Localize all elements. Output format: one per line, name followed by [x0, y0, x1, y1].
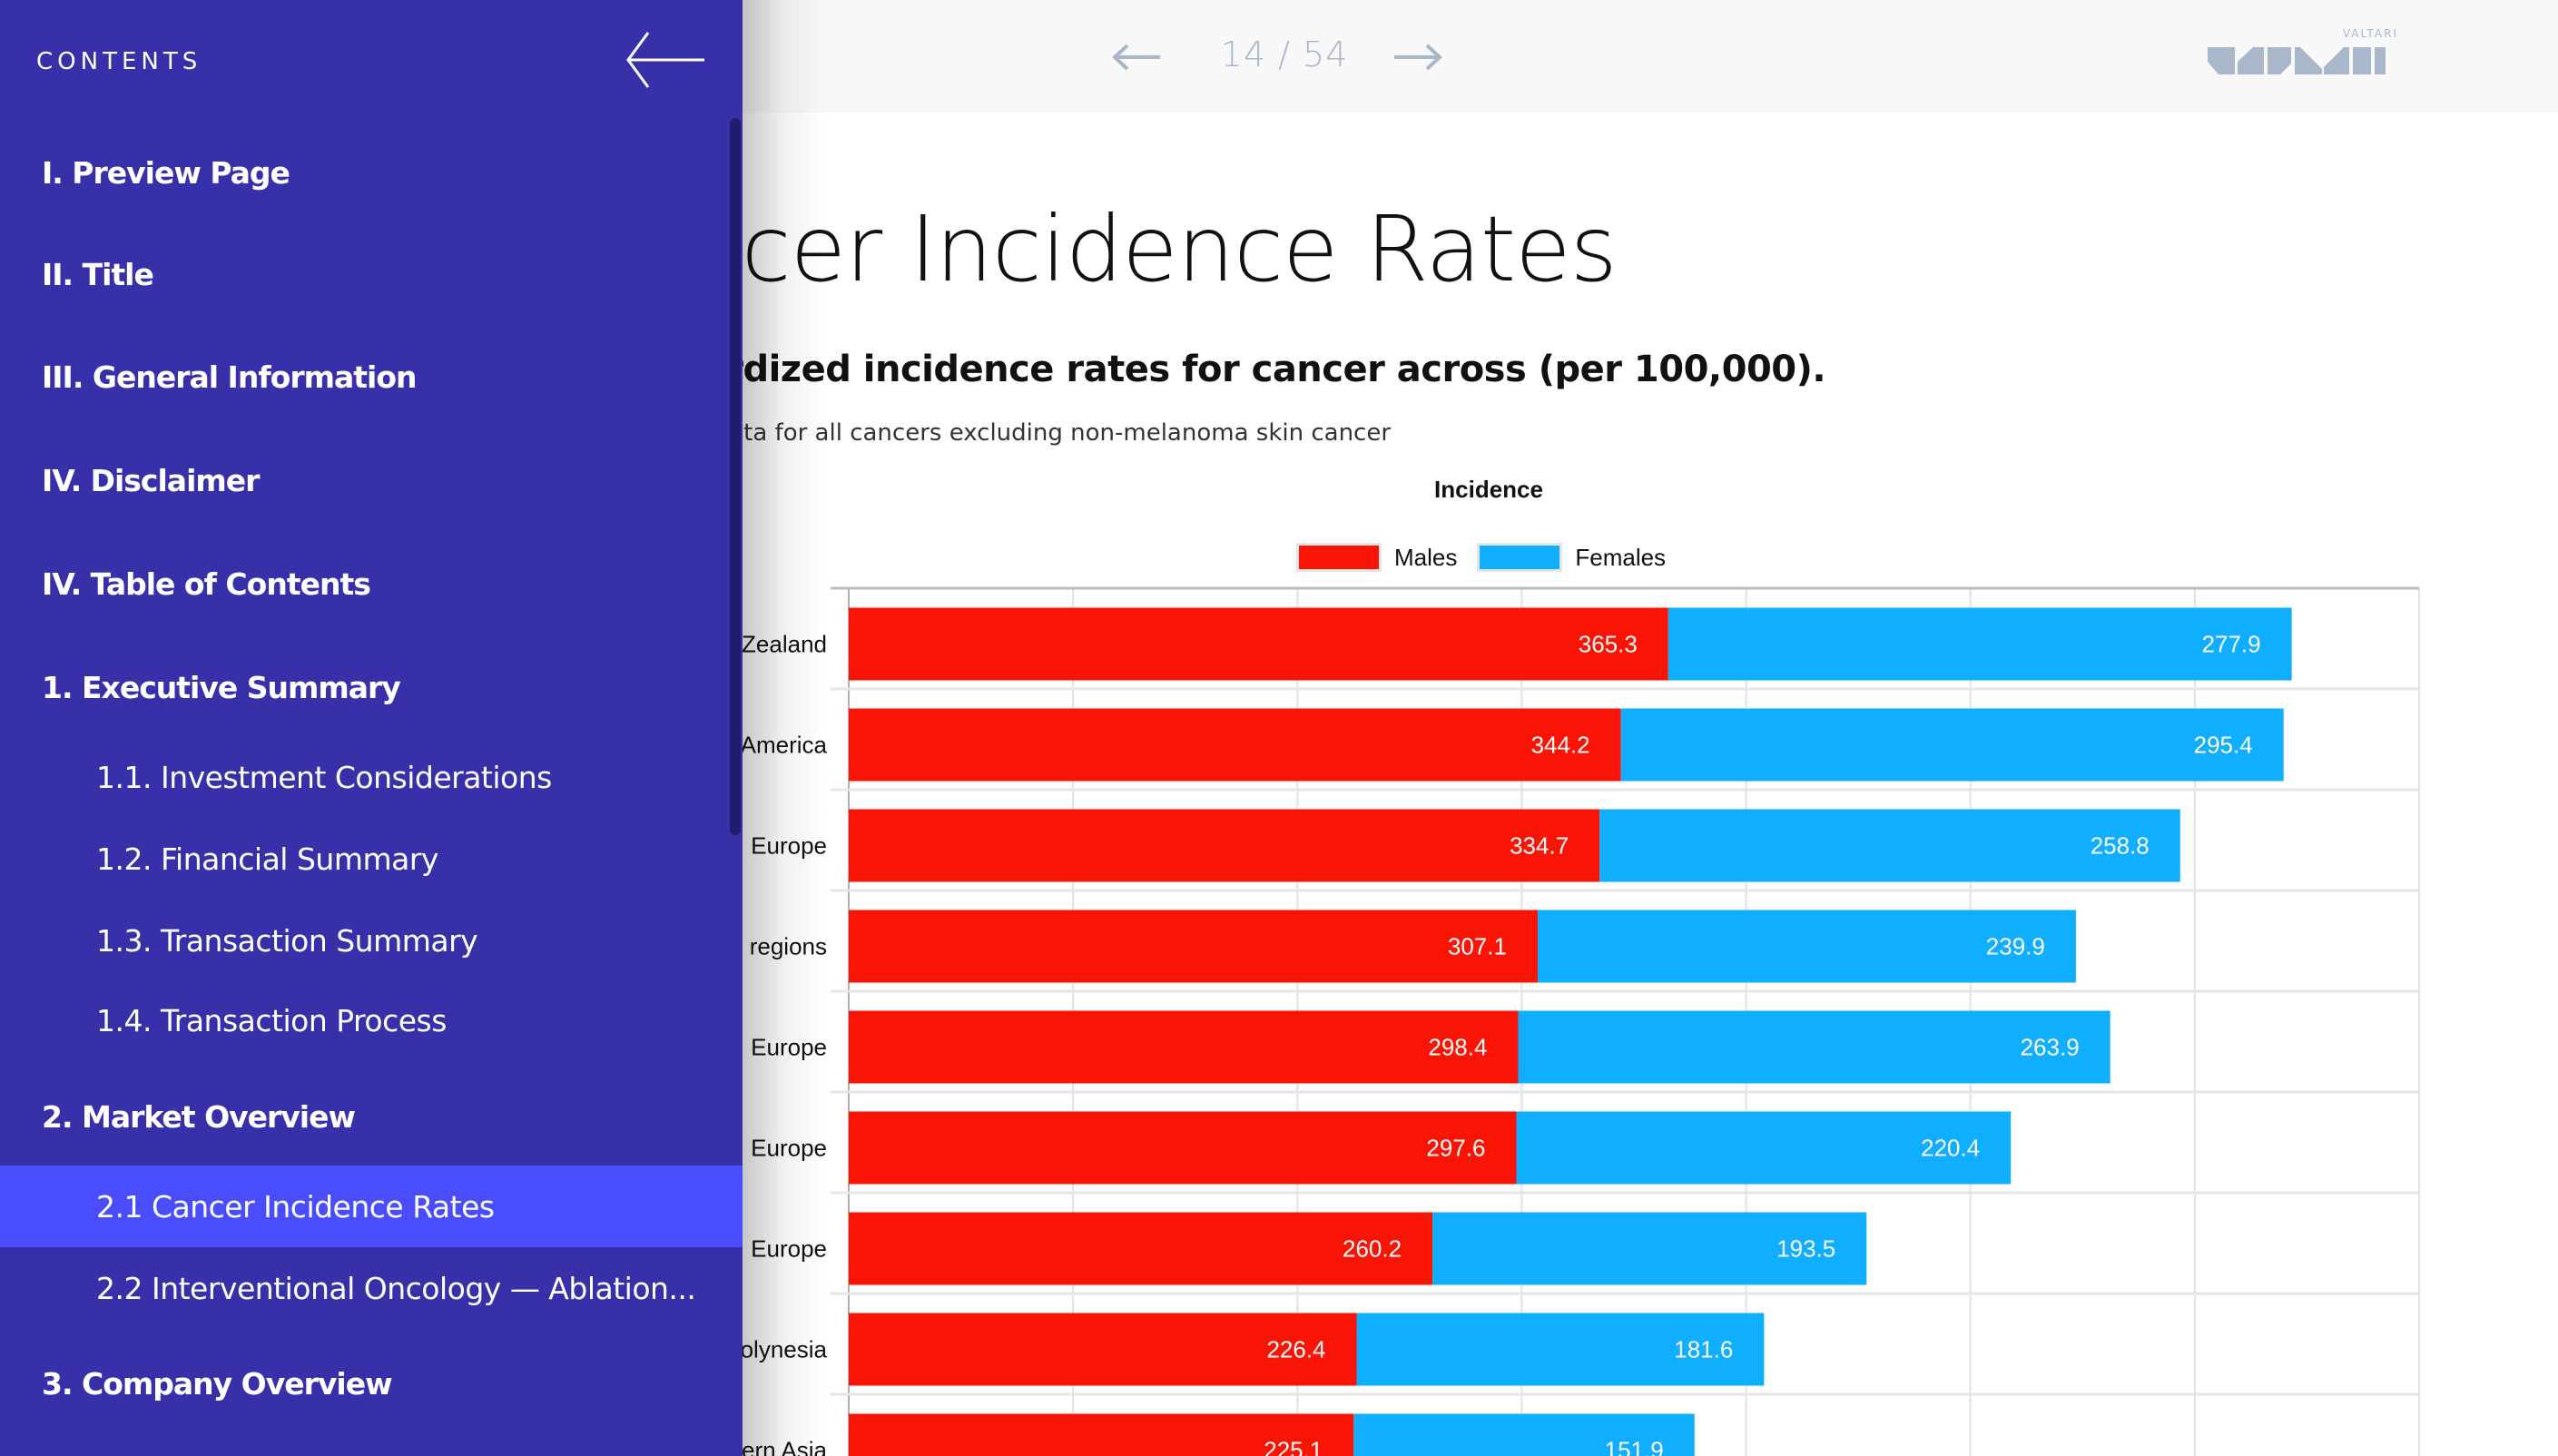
toc-item-executive-summary[interactable]: 1. Executive Summary — [0, 646, 743, 728]
next-page-button[interactable] — [1391, 34, 1445, 80]
bar-males[interactable] — [849, 1313, 1357, 1386]
previous-page-button[interactable] — [1109, 34, 1164, 80]
toc-item-label: 2. Market Overview — [42, 1098, 356, 1135]
bar-females[interactable] — [1353, 1413, 1695, 1456]
bar-males[interactable] — [849, 1212, 1433, 1285]
bar-females[interactable] — [1432, 1212, 1867, 1285]
toc-item-label: 3. Company Overview — [42, 1365, 393, 1402]
legend-label-females: Females — [1575, 543, 1667, 571]
toc-item-title[interactable]: II. Title — [0, 233, 743, 315]
bar-males[interactable] — [849, 1413, 1354, 1456]
arrow-right-icon — [1394, 44, 1442, 71]
arrow-left-icon — [626, 32, 704, 88]
toc-item-interventional-oncology[interactable]: 2.2 Interventional Oncology — Ablation..… — [0, 1247, 743, 1329]
bar-males[interactable] — [849, 1010, 1519, 1084]
bar-females[interactable] — [1537, 910, 2076, 983]
chart-legend: Males Females — [1296, 541, 1686, 574]
toc-item-label: 2.1 Cancer Incidence Rates — [96, 1188, 495, 1225]
toc-item-label: 1.3. Transaction Summary — [96, 922, 478, 959]
page-subtitle: ge standardized incidence rates for canc… — [526, 349, 1826, 390]
toc-item-preview-page[interactable]: I. Preview Page — [0, 132, 743, 213]
bar-females[interactable] — [1516, 1111, 2012, 1185]
toc-item-label: 1.4. Transaction Process — [96, 1002, 447, 1038]
toc-item-general-information[interactable]: III. General Information — [0, 336, 743, 418]
toc-item-transaction-summary[interactable]: 1.3. Transaction Summary — [0, 900, 743, 981]
bar-females[interactable] — [1668, 607, 2292, 681]
bar-females[interactable] — [1356, 1313, 1765, 1386]
toc-item-market-overview[interactable]: 2. Market Overview — [0, 1076, 743, 1157]
source-note: 2012; Data for all cancers excluding non… — [635, 419, 1392, 447]
toc-item-label: IV. Disclaimer — [42, 462, 260, 498]
toc-item-label: 1.1. Investment Considerations — [96, 759, 552, 795]
bar-females[interactable] — [1518, 1010, 2110, 1084]
chart-title: Incidence — [1434, 476, 1543, 503]
toc-item-label: II. Title — [42, 256, 154, 292]
toc-item-investment-considerations[interactable]: 1.1. Investment Considerations — [0, 736, 743, 818]
toc-item-label: III. General Information — [42, 359, 418, 395]
toc-item-financial-summary[interactable]: 1.2. Financial Summary — [0, 818, 743, 900]
toc-item-disclaimer[interactable]: IV. Disclaimer — [0, 439, 743, 521]
toc-item-label: IV. Table of Contents — [42, 566, 371, 602]
sidebar-scrollbar[interactable] — [730, 118, 741, 835]
close-sidebar-button[interactable] — [625, 29, 708, 91]
sidebar-shadow — [743, 0, 824, 1456]
company-logo: VALTARI — [2208, 27, 2398, 78]
toc-item-transaction-process[interactable]: 1.4. Transaction Process — [0, 979, 743, 1061]
page-title: ancer Incidence Rates — [630, 196, 1618, 302]
toc-item-table-of-contents[interactable]: IV. Table of Contents — [0, 543, 743, 625]
toc-item-label: 2.2 Interventional Oncology — Ablation..… — [96, 1270, 696, 1306]
table-of-contents-sidebar: CONTENTS I. Preview Page II. Title III. … — [0, 0, 743, 1456]
bar-males[interactable] — [849, 910, 1538, 983]
legend-item-females[interactable]: Females — [1477, 543, 1666, 572]
arrow-left-icon — [1112, 44, 1160, 71]
toc-item-cancer-incidence-rates[interactable]: 2.1 Cancer Incidence Rates — [0, 1166, 743, 1247]
bar-males[interactable] — [849, 607, 1668, 681]
bar-females[interactable] — [1599, 809, 2180, 882]
bar-males[interactable] — [849, 1111, 1517, 1185]
bar-males[interactable] — [849, 708, 1621, 782]
legend-item-males[interactable]: Males — [1296, 543, 1457, 572]
toc-item-label: 1. Executive Summary — [42, 669, 401, 705]
sidebar-heading: CONTENTS — [36, 48, 202, 75]
page-counter: 14 / 54 — [1220, 34, 1349, 74]
bar-males[interactable] — [849, 809, 1600, 882]
logo-mark-icon — [2208, 47, 2386, 74]
toc-item-company-overview[interactable]: 3. Company Overview — [0, 1343, 743, 1424]
logo-text: VALTARI — [2342, 27, 2398, 40]
toc-item-label: I. Preview Page — [42, 154, 290, 191]
bar-females[interactable] — [1620, 708, 2284, 782]
toc-item-label: 1.2. Financial Summary — [96, 841, 438, 877]
legend-swatch-females — [1477, 543, 1563, 572]
legend-label-males: Males — [1394, 543, 1458, 571]
legend-swatch-males — [1296, 543, 1382, 572]
